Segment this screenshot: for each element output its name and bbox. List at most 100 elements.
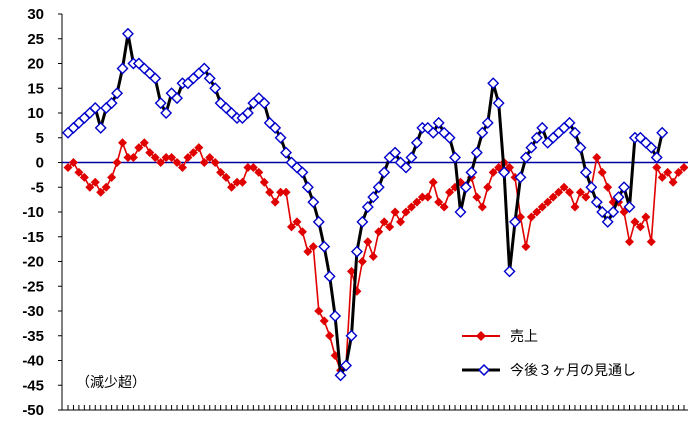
decrease-annotation: （減少超） (76, 374, 146, 391)
outlook-point (459, 181, 472, 194)
sales-point (559, 182, 569, 192)
sales-point (74, 167, 84, 177)
sales-point (79, 172, 89, 182)
sales-point (96, 187, 106, 197)
sales-point (396, 217, 406, 227)
sales-point (472, 192, 482, 202)
sales-point (674, 167, 684, 177)
outlook-point (481, 116, 494, 129)
sales-point (194, 143, 204, 153)
outlook-point (590, 196, 603, 209)
sales-point (156, 158, 166, 167)
sales-point (646, 237, 656, 247)
sales-point (248, 162, 258, 172)
sales-point (292, 217, 302, 227)
sales-point (428, 177, 438, 187)
sales-point (357, 257, 367, 266)
outlook-point (443, 131, 456, 144)
sales-point (139, 138, 149, 148)
sales-point (325, 331, 335, 341)
outlook-point (656, 126, 669, 139)
sales-point (477, 202, 487, 212)
outlook-point (525, 141, 538, 154)
y-tick-label: 0 (36, 155, 44, 172)
sales-point (346, 266, 356, 276)
sales-point (270, 197, 280, 207)
outlook-point (356, 215, 369, 228)
sales-point (172, 158, 182, 167)
sales-point (128, 153, 138, 163)
sales-point (390, 207, 400, 217)
sales-point (259, 177, 269, 187)
sales-point (112, 158, 122, 167)
y-tick-label: -35 (22, 328, 44, 345)
axes (58, 13, 688, 411)
sales-point (90, 177, 100, 187)
outlook-point (470, 146, 483, 159)
outlook-point (274, 131, 287, 144)
sales-point (521, 242, 531, 252)
outlook-point (361, 201, 374, 214)
sales-point (668, 177, 678, 187)
outlook-point (334, 369, 347, 382)
outlook-point (345, 329, 358, 342)
outlook-point (399, 161, 412, 174)
sales-point (532, 207, 542, 217)
sales-point (406, 202, 416, 212)
sales-point (118, 138, 128, 148)
outlook-point (301, 181, 314, 194)
outlook-point (372, 181, 385, 194)
outlook-point (427, 126, 440, 139)
sales-point (303, 247, 313, 257)
sales-point (134, 143, 144, 153)
outlook-point (269, 121, 282, 134)
y-tick-label: -5 (31, 179, 44, 196)
outlook-point (601, 215, 614, 228)
sales-point (101, 182, 111, 192)
sales-point (161, 153, 171, 163)
legend-outlook-label: 今後３ヶ月の見通し (510, 363, 636, 379)
sales-point (630, 217, 640, 227)
sales-point (188, 148, 198, 158)
outlook-point (149, 72, 162, 85)
sales-point (412, 197, 422, 207)
y-tick-label: -25 (22, 278, 44, 295)
outlook-point (89, 102, 102, 115)
outlook-point (585, 181, 598, 194)
y-tick-label: -40 (22, 353, 44, 370)
outlook-point (607, 206, 620, 218)
outlook-point (340, 359, 353, 372)
outlook-point (536, 121, 549, 134)
sales-point (657, 172, 667, 182)
sales-point (287, 222, 297, 232)
sales-point (63, 162, 73, 172)
sales-point (417, 192, 427, 202)
sales-point (679, 162, 688, 172)
series-sales (63, 138, 688, 375)
sales-point (548, 192, 558, 202)
outlook-point (160, 107, 173, 119)
y-tick-label: -30 (22, 303, 44, 320)
outlook-point (116, 62, 129, 75)
sales-point (543, 197, 553, 207)
sales-point (216, 167, 226, 177)
sales-point (243, 162, 253, 172)
outlook-point (612, 191, 625, 204)
sales-point (237, 177, 247, 187)
y-tick-label: 30 (27, 6, 44, 23)
sales-point (199, 158, 209, 167)
sales-point (641, 212, 651, 222)
sales-point (581, 192, 591, 202)
sales-point (85, 182, 95, 192)
sales-point (297, 227, 307, 237)
sales-point (363, 237, 373, 247)
y-tick-label: -15 (22, 229, 44, 246)
y-tick-label: 15 (27, 80, 44, 97)
legend: 売上 今後３ヶ月の見通し (462, 329, 636, 379)
sales-point (107, 172, 117, 182)
sales-point (177, 162, 187, 172)
sales-point (565, 187, 575, 197)
outlook-point (410, 136, 423, 149)
sales-point (221, 172, 231, 182)
sales-point (150, 153, 160, 163)
